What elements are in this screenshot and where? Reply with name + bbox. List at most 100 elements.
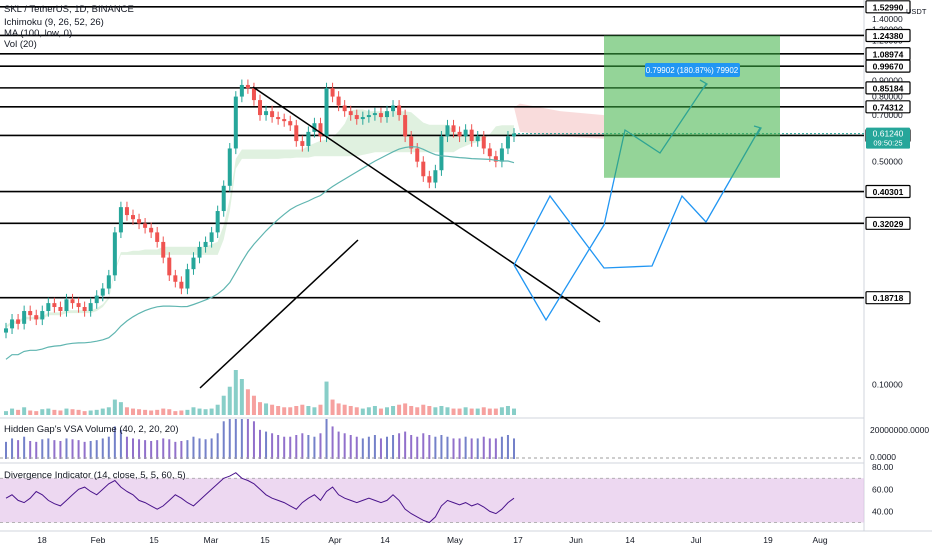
candle-body-34	[209, 232, 214, 242]
volume-bar-46	[282, 407, 287, 415]
vsa-bar-30	[186, 440, 189, 459]
level-label-5: 0.74312	[873, 102, 904, 112]
volume-bar-26	[161, 408, 166, 415]
vsa-bar-11	[71, 439, 74, 459]
vsa-bar-71	[434, 436, 437, 459]
vsa-bar-79	[482, 436, 485, 459]
candle-body-66	[403, 115, 408, 137]
vsa-bar-78	[476, 438, 479, 459]
vsa-bar-48	[295, 435, 298, 459]
vsa-bar-69	[422, 433, 425, 459]
volume-bar-48	[294, 406, 299, 415]
candle-body-65	[397, 105, 402, 116]
vsa-bar-45	[277, 435, 280, 459]
target-badge-text: 0.79902 (180.87%) 79902	[646, 66, 739, 75]
volume-bar-12	[76, 409, 81, 415]
candle-body-51	[312, 123, 317, 132]
vsa-bar-9	[59, 441, 62, 459]
candle-body-17	[106, 275, 111, 289]
current-price-label: 0.61240	[873, 129, 904, 139]
vsa-bar-23	[144, 440, 147, 459]
candle-body-64	[391, 105, 396, 112]
level-badge-4	[865, 81, 911, 95]
vsa-bar-61	[373, 435, 376, 459]
volume-bar-32	[197, 408, 202, 415]
target-zone-box	[604, 35, 780, 178]
vsa-volume-legend[interactable]: Hidden Gap's VSA Volume (40, 2, 20, 20)	[4, 424, 179, 435]
volume-bar-23	[143, 409, 148, 415]
candle-body-38	[233, 96, 238, 149]
volume-bar-13	[82, 411, 87, 415]
volume-bar-80	[487, 408, 492, 415]
volume-bar-79	[481, 407, 486, 415]
candle-body-13	[82, 307, 87, 312]
vsa-tick-1: 0.0000	[870, 452, 896, 462]
time-tick-4: 15	[260, 535, 270, 545]
vsa-bar-13	[83, 441, 86, 459]
vsa-bar-6	[41, 439, 44, 459]
candle-body-63	[385, 111, 389, 118]
candle-body-42	[258, 100, 262, 116]
chart-symbol-title[interactable]: SKL / TetherUS, 1D, BINANCE	[4, 4, 134, 15]
ma-legend[interactable]: MA (100, low, 0)	[4, 28, 73, 39]
volume-bar-63	[385, 407, 389, 415]
volume-bar-7	[46, 408, 51, 415]
divergence-indicator-legend[interactable]: Divergence Indicator (14, close, 5, 5, 6…	[4, 470, 186, 481]
volume-bar-1	[10, 408, 15, 415]
volume-bar-65	[397, 404, 402, 415]
price-tick-5: 0.80000	[872, 92, 903, 102]
time-tick-10: 14	[625, 535, 635, 545]
candle-body-3	[22, 311, 27, 324]
ichimoku-legend[interactable]: Ichimoku (9, 26, 52, 26)	[4, 17, 104, 28]
time-tick-13: Aug	[812, 535, 827, 545]
candle-body-73	[445, 125, 450, 137]
level-badge-3	[865, 59, 911, 73]
vsa-bar-33	[204, 439, 207, 459]
candle-body-9	[58, 307, 63, 312]
volume-bar-82	[499, 407, 504, 415]
candle-body-47	[288, 121, 293, 126]
vsa-bar-55	[337, 431, 340, 459]
volume-bar-64	[391, 406, 396, 415]
volume-bar-52	[318, 404, 323, 415]
time-tick-6: 14	[380, 535, 390, 545]
level-badge-1	[865, 28, 911, 43]
vsa-bar-53	[325, 419, 328, 459]
vsa-bar-35	[216, 433, 219, 459]
vsa-bar-17	[107, 436, 110, 459]
candle-body-28	[173, 275, 178, 282]
volume-bar-57	[348, 406, 353, 415]
volume-bar-43	[264, 403, 269, 415]
candle-body-46	[282, 119, 287, 122]
vsa-bar-66	[404, 431, 407, 459]
candle-body-35	[215, 211, 220, 233]
candle-body-53	[324, 88, 329, 137]
candle-body-79	[481, 136, 486, 149]
volume-bar-30	[185, 409, 190, 415]
level-label-0: 1.52990	[873, 2, 904, 12]
volume-bar-17	[106, 407, 111, 415]
vsa-bar-2	[17, 440, 20, 459]
candle-body-25	[155, 232, 160, 242]
volume-bar-73	[445, 407, 450, 415]
volume-bar-71	[433, 407, 438, 415]
volume-legend[interactable]: Vol (20)	[4, 39, 37, 50]
vsa-bar-68	[416, 436, 419, 459]
level-label-9: 0.18718	[873, 293, 904, 303]
candle-body-62	[378, 113, 383, 118]
candle-body-10	[64, 299, 69, 312]
ichimoku-cloud	[6, 109, 514, 329]
candle-body-49	[300, 141, 305, 146]
vsa-bar-20	[125, 436, 128, 459]
vsa-bar-39	[240, 419, 243, 459]
vsa-bar-28	[174, 441, 177, 459]
candle-body-83	[505, 136, 510, 149]
volume-bar-47	[288, 407, 293, 415]
candle-body-1	[10, 319, 15, 329]
vsa-bar-42	[259, 429, 261, 459]
rsi-band	[0, 478, 864, 523]
vsa-bar-46	[283, 436, 286, 459]
vsa-bar-59	[361, 438, 364, 459]
candle-body-60	[366, 115, 371, 118]
